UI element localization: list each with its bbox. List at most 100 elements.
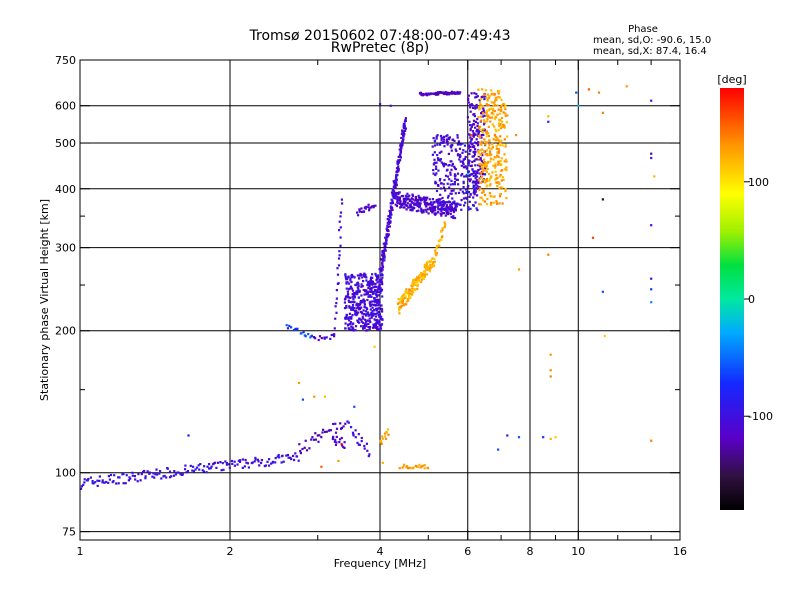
data-point (432, 207, 435, 210)
data-point (479, 149, 482, 152)
data-point (115, 482, 118, 485)
data-point (430, 201, 433, 204)
data-point (452, 215, 455, 218)
x-tick-label: 6 (464, 545, 471, 558)
data-point (165, 476, 168, 479)
data-point (117, 482, 120, 485)
data-point (372, 323, 375, 326)
data-point (442, 140, 445, 143)
data-point (208, 463, 211, 466)
data-point (493, 118, 496, 121)
data-point (491, 171, 494, 174)
data-point (484, 162, 488, 165)
data-point (409, 288, 412, 291)
data-point (203, 465, 206, 468)
data-point (474, 120, 477, 123)
data-point (362, 309, 365, 312)
data-point (449, 192, 452, 195)
data-point (411, 209, 414, 212)
data-point (419, 91, 423, 94)
data-point (425, 205, 428, 208)
data-point (451, 183, 455, 186)
data-point (419, 275, 422, 278)
stats-line-o: mean, sd,O: -90.6, 15.0 (593, 35, 711, 46)
data-point (397, 298, 400, 301)
data-point (547, 120, 550, 123)
data-point (407, 299, 410, 302)
data-point (437, 211, 440, 214)
data-point (461, 160, 464, 163)
data-point (481, 163, 484, 166)
data-point (435, 167, 438, 170)
data-point (122, 482, 125, 485)
data-point (446, 182, 449, 185)
data-point (396, 174, 399, 177)
data-point (352, 294, 356, 297)
data-point (335, 289, 338, 292)
data-point (488, 150, 492, 153)
data-point (396, 200, 399, 204)
data-point (117, 476, 120, 479)
data-point (488, 154, 491, 157)
data-point (481, 148, 484, 151)
data-point (363, 444, 366, 448)
data-point (357, 285, 360, 288)
data-point (408, 294, 411, 297)
data-point (360, 311, 363, 314)
data-point (380, 281, 384, 284)
data-point (335, 441, 338, 444)
data-point (433, 161, 436, 164)
data-point (434, 180, 437, 183)
data-point (131, 471, 134, 474)
data-point (374, 272, 377, 275)
data-point (601, 111, 604, 114)
data-point (457, 191, 461, 194)
data-point (390, 198, 393, 201)
data-point (463, 175, 466, 178)
data-point (485, 180, 488, 183)
data-point (497, 108, 500, 111)
data-point (363, 273, 366, 276)
data-point (302, 331, 305, 334)
data-point (387, 428, 390, 431)
data-point (421, 197, 424, 200)
data-point (356, 441, 359, 444)
data-point (380, 278, 383, 281)
data-point (460, 174, 463, 177)
data-point (342, 445, 345, 449)
data-point (339, 226, 342, 229)
data-point (466, 185, 469, 189)
data-point (395, 176, 398, 179)
data-point (439, 134, 443, 138)
y-tick-label: 600 (55, 100, 76, 113)
data-point (374, 324, 377, 327)
data-point (461, 142, 464, 145)
data-point (320, 337, 323, 340)
data-point (480, 165, 484, 169)
data-point (492, 164, 495, 167)
data-point (365, 279, 368, 282)
data-point (489, 203, 493, 206)
data-point (394, 184, 397, 187)
data-point (89, 476, 92, 479)
data-point (473, 190, 476, 193)
data-point (440, 136, 443, 139)
data-point (472, 155, 475, 158)
data-point (341, 444, 344, 447)
data-point (353, 309, 356, 312)
data-point (276, 455, 279, 458)
data-point (493, 125, 496, 128)
data-point (393, 191, 396, 195)
data-point (353, 301, 356, 304)
data-point (360, 325, 363, 328)
data-point (398, 191, 401, 194)
data-point (464, 175, 467, 178)
data-point (483, 150, 486, 153)
data-point (379, 440, 382, 443)
data-point (368, 327, 371, 331)
data-point (351, 431, 355, 434)
data-point (434, 182, 437, 185)
data-point (428, 267, 431, 270)
data-point (383, 432, 387, 435)
data-point (146, 470, 149, 473)
